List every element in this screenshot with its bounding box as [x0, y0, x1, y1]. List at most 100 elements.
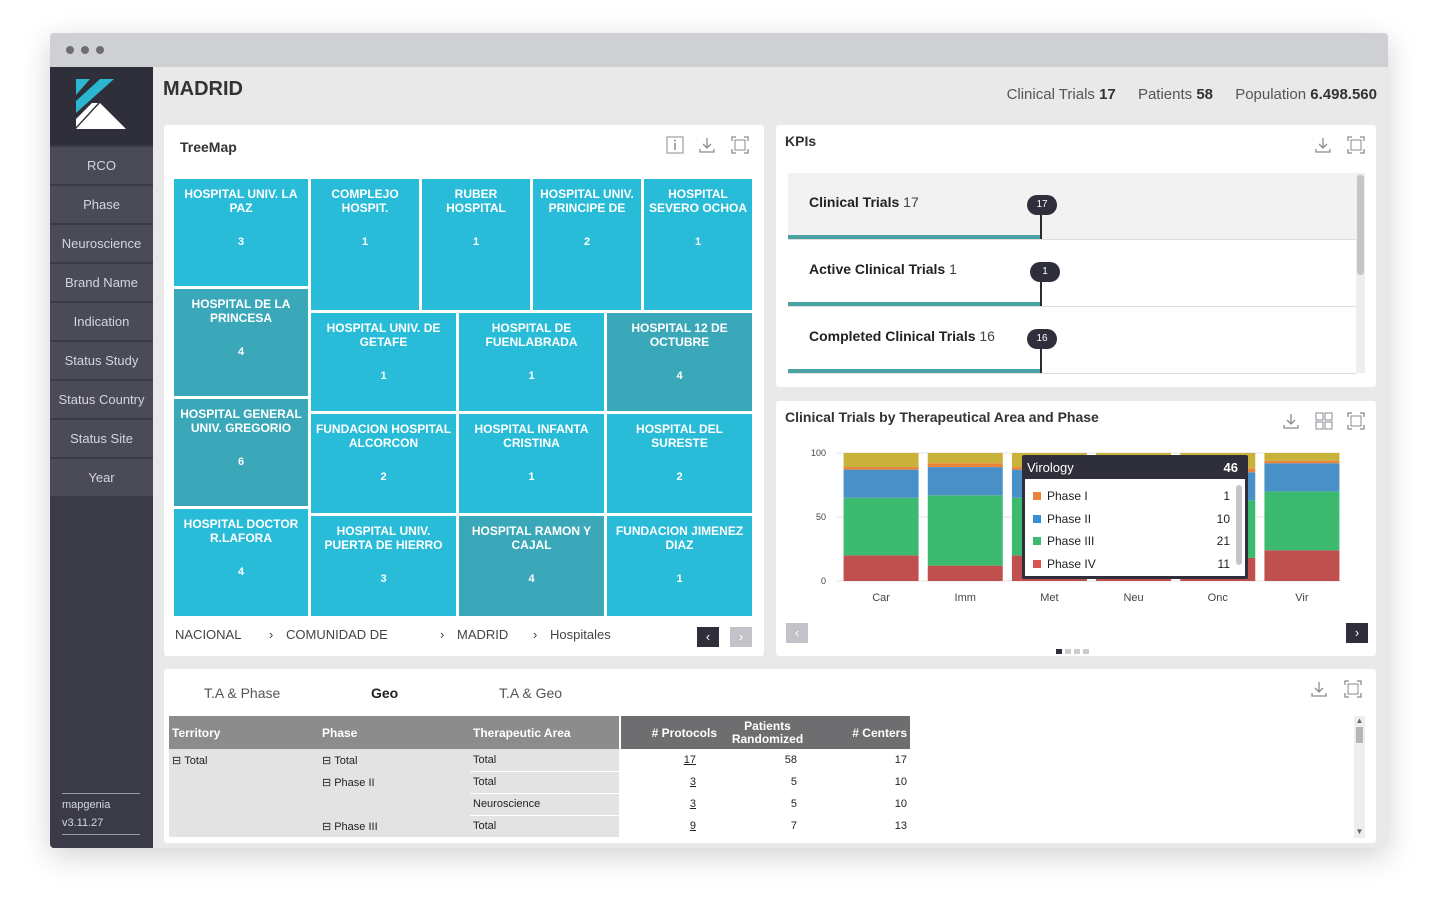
treemap-tile[interactable]: HOSPITAL 12 DE OCTUBRE 4 [607, 313, 752, 411]
treemap-tile[interactable]: FUNDACION JIMENEZ DIAZ 1 [607, 516, 752, 616]
tile-value: 6 [237, 456, 245, 468]
column-header[interactable]: # Protocols [620, 716, 720, 749]
window-dot[interactable] [96, 46, 104, 54]
treemap-tile[interactable]: RUBER HOSPITAL 1 [422, 179, 530, 310]
treemap-tile[interactable]: HOSPITAL UNIV. DE GETAFE 1 [311, 313, 456, 411]
bar-segment[interactable] [843, 497, 919, 556]
prev-button[interactable]: ‹ [697, 627, 719, 647]
treemap-tile[interactable]: HOSPITAL RAMON Y CAJAL 4 [459, 516, 604, 616]
bar-segment[interactable] [927, 467, 1003, 496]
bar-segment[interactable] [927, 463, 1003, 468]
bar-segment[interactable] [843, 469, 919, 498]
bar-segment[interactable] [927, 453, 1003, 464]
sidebar-item[interactable]: Indication [50, 303, 153, 340]
scroll-up-icon[interactable]: ▲ [1355, 716, 1364, 725]
bar-segment[interactable] [927, 495, 1003, 566]
column-header[interactable]: Patients Randomized [720, 716, 815, 749]
pager-dot[interactable] [1065, 649, 1071, 654]
sidebar-item[interactable]: Status Site [50, 420, 153, 457]
fullscreen-icon[interactable] [730, 136, 750, 156]
collapse-icon[interactable]: ⊟ [322, 754, 332, 767]
tab-ta-geo[interactable]: T.A & Geo [499, 685, 563, 701]
column-header[interactable]: Territory [169, 716, 319, 749]
next-button[interactable]: › [1346, 623, 1368, 643]
sidebar-item[interactable]: Status Country [50, 381, 153, 418]
tooltip-scrollbar[interactable] [1236, 485, 1242, 565]
download-icon[interactable] [1309, 680, 1329, 700]
kpi-row[interactable]: Completed Clinical Trials 16 16 [788, 307, 1356, 374]
column-header[interactable]: Therapeutic Area [470, 716, 621, 749]
table-cell: ⊟ Phase II [319, 771, 470, 793]
grid-view-icon[interactable] [1314, 412, 1334, 432]
pager-dot[interactable] [1074, 649, 1080, 654]
table-cell[interactable]: 3 [620, 793, 720, 815]
breadcrumb-item[interactable]: MADRID [457, 627, 509, 642]
bar-segment[interactable] [927, 565, 1003, 581]
treemap-tile[interactable]: HOSPITAL UNIV. LA PAZ 3 [174, 179, 308, 286]
download-icon[interactable] [1313, 136, 1333, 156]
breadcrumb-item[interactable]: Hospitales [550, 627, 611, 642]
breadcrumb-item[interactable]: NACIONAL [175, 627, 242, 642]
window-dot[interactable] [66, 46, 74, 54]
sidebar-item[interactable]: Neuroscience [50, 225, 153, 262]
info-icon[interactable] [665, 136, 685, 156]
scroll-down-icon[interactable]: ▼ [1355, 827, 1364, 836]
treemap-tile[interactable]: HOSPITAL INFANTA CRISTINA 1 [459, 414, 604, 513]
scroll-thumb[interactable] [1356, 727, 1363, 743]
fullscreen-icon[interactable] [1343, 680, 1363, 700]
table-cell: Total [470, 771, 621, 794]
table-cell [169, 771, 319, 793]
treemap-tile[interactable]: HOSPITAL DEL SURESTE 2 [607, 414, 752, 513]
tab-geo[interactable]: Geo [371, 685, 399, 701]
breadcrumb-item[interactable]: COMUNIDAD DE [286, 627, 388, 642]
bar-segment[interactable] [1264, 463, 1340, 492]
tab-ta-phase[interactable]: T.A & Phase [204, 685, 281, 701]
bar-segment[interactable] [843, 467, 919, 470]
treemap-tile[interactable]: HOSPITAL UNIV. PUERTA DE HIERRO 3 [311, 516, 456, 616]
kpi-scrollbar[interactable] [1356, 173, 1365, 373]
fullscreen-icon[interactable] [1346, 412, 1366, 432]
collapse-icon[interactable]: ⊟ [172, 754, 182, 767]
treemap-tile[interactable]: HOSPITAL GENERAL UNIV. GREGORIO 6 [174, 399, 308, 506]
table-cell: 17 [815, 749, 910, 771]
bar-segment[interactable] [1264, 550, 1340, 581]
bar-segment[interactable] [1264, 491, 1340, 551]
window-dot[interactable] [81, 46, 89, 54]
bar-segment[interactable] [1264, 460, 1340, 464]
treemap-tile[interactable]: HOSPITAL SEVERO OCHOA 1 [644, 179, 752, 310]
table-cell[interactable]: 9 [620, 815, 720, 837]
treemap-tile[interactable]: FUNDACION HOSPITAL ALCORCON 2 [311, 414, 456, 513]
download-icon[interactable] [697, 136, 717, 156]
treemap-tile[interactable]: COMPLEJO HOSPIT. 1 [311, 179, 419, 310]
treemap-tile[interactable]: HOSPITAL UNIV. PRINCIPE DE 2 [533, 179, 641, 310]
sidebar-item[interactable]: RCO [50, 147, 153, 184]
treemap-tile[interactable]: HOSPITAL DE LA PRINCESA 4 [174, 289, 308, 396]
table-cell[interactable]: 17 [620, 749, 720, 771]
treemap-tile[interactable]: HOSPITAL DOCTOR R.LAFORA 4 [174, 509, 308, 616]
sidebar-item[interactable]: Brand Name [50, 264, 153, 301]
sidebar-item[interactable]: Phase [50, 186, 153, 223]
kpi-row[interactable]: Clinical Trials 17 17 [788, 173, 1356, 240]
prev-button[interactable]: ‹ [786, 623, 808, 643]
cell-value: Total [473, 753, 497, 766]
table-scrollbar[interactable]: ▲ ▼ [1354, 716, 1365, 838]
column-header[interactable]: Phase [319, 716, 470, 749]
treemap-tile[interactable]: HOSPITAL DE FUENLABRADA 1 [459, 313, 604, 411]
pager-dot[interactable] [1056, 649, 1062, 654]
column-header[interactable]: # Centers [815, 716, 910, 749]
collapse-icon[interactable]: ⊟ [322, 776, 332, 789]
download-icon[interactable] [1281, 412, 1301, 432]
bar-segment[interactable] [843, 453, 919, 468]
bar-segment[interactable] [1264, 453, 1340, 461]
next-button[interactable]: › [730, 627, 752, 647]
tile-value: 1 [380, 370, 387, 382]
fullscreen-icon[interactable] [1346, 136, 1366, 156]
sidebar-item[interactable]: Year [50, 459, 153, 496]
table-cell[interactable]: 3 [620, 771, 720, 793]
bar-segment[interactable] [843, 555, 919, 581]
sidebar-item[interactable]: Status Study [50, 342, 153, 379]
table-cell: 7 [720, 815, 815, 837]
pager-dot[interactable] [1083, 649, 1089, 654]
collapse-icon[interactable]: ⊟ [322, 820, 332, 833]
